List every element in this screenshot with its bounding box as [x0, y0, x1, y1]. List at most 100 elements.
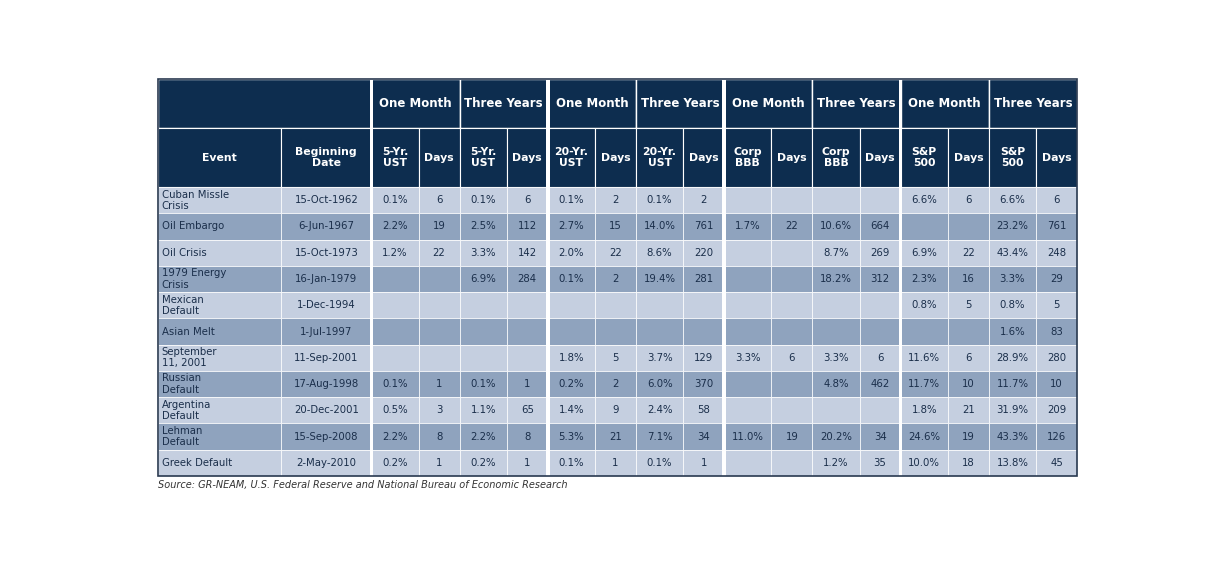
Bar: [371, 213, 418, 240]
Bar: [683, 371, 724, 397]
Bar: [1036, 213, 1077, 240]
Text: 43.3%: 43.3%: [997, 431, 1028, 442]
Text: 0.1%: 0.1%: [470, 195, 496, 205]
Text: 58: 58: [698, 406, 710, 415]
Bar: [683, 397, 724, 424]
Text: 16-Jan-1979: 16-Jan-1979: [295, 274, 358, 284]
Bar: [636, 424, 683, 450]
Text: Lehman
Default: Lehman Default: [161, 426, 202, 447]
Text: 280: 280: [1047, 352, 1066, 363]
Bar: [281, 292, 371, 318]
Text: 129: 129: [694, 352, 713, 363]
Text: 24.6%: 24.6%: [909, 431, 940, 442]
Text: 248: 248: [1047, 248, 1066, 258]
Bar: [507, 424, 548, 450]
Bar: [948, 187, 989, 213]
Text: 2: 2: [612, 274, 618, 284]
Bar: [724, 129, 771, 187]
Text: 20-Dec-2001: 20-Dec-2001: [294, 406, 359, 415]
Bar: [948, 129, 989, 187]
Text: 22: 22: [610, 248, 622, 258]
Bar: [724, 397, 771, 424]
Bar: [595, 371, 636, 397]
Bar: [370, 78, 374, 476]
Bar: [459, 345, 507, 371]
Text: Source: GR-NEAM, U.S. Federal Reserve and National Bureau of Economic Research: Source: GR-NEAM, U.S. Federal Reserve an…: [158, 481, 568, 490]
Bar: [900, 292, 948, 318]
Bar: [812, 450, 859, 476]
Bar: [595, 129, 636, 187]
Bar: [636, 129, 683, 187]
Bar: [548, 240, 595, 266]
Text: 0.5%: 0.5%: [382, 406, 407, 415]
Bar: [158, 240, 281, 266]
Bar: [812, 397, 859, 424]
Bar: [948, 424, 989, 450]
Bar: [636, 213, 683, 240]
Bar: [724, 319, 771, 345]
Bar: [1036, 187, 1077, 213]
Bar: [548, 397, 595, 424]
Bar: [989, 129, 1036, 187]
Bar: [548, 450, 595, 476]
Bar: [948, 213, 989, 240]
Bar: [900, 450, 948, 476]
Bar: [636, 187, 683, 213]
Text: 5: 5: [1053, 300, 1059, 310]
Text: 1: 1: [436, 379, 442, 389]
Text: Russian
Default: Russian Default: [161, 373, 201, 395]
Bar: [371, 240, 418, 266]
Bar: [418, 240, 459, 266]
Text: 22: 22: [433, 248, 446, 258]
Text: 1.1%: 1.1%: [470, 406, 496, 415]
Bar: [948, 319, 989, 345]
Text: 664: 664: [870, 222, 889, 231]
Bar: [900, 78, 989, 129]
Text: Three Years: Three Years: [817, 97, 895, 110]
Text: 209: 209: [1047, 406, 1066, 415]
Bar: [1036, 292, 1077, 318]
Bar: [158, 450, 281, 476]
Bar: [812, 129, 859, 187]
Text: 6: 6: [788, 352, 795, 363]
Bar: [900, 213, 948, 240]
Text: 34: 34: [698, 431, 710, 442]
Bar: [595, 292, 636, 318]
Text: 11.7%: 11.7%: [997, 379, 1028, 389]
Bar: [771, 187, 812, 213]
Text: 21: 21: [962, 406, 975, 415]
Bar: [900, 187, 948, 213]
Text: 126: 126: [1047, 431, 1066, 442]
Bar: [158, 319, 281, 345]
Text: 35: 35: [874, 458, 887, 468]
Bar: [812, 424, 859, 450]
Bar: [900, 129, 948, 187]
Bar: [1036, 240, 1077, 266]
Bar: [636, 450, 683, 476]
Text: 1: 1: [436, 458, 442, 468]
Bar: [371, 397, 418, 424]
Text: 2: 2: [612, 379, 618, 389]
Bar: [418, 424, 459, 450]
Bar: [418, 450, 459, 476]
Bar: [771, 129, 812, 187]
Bar: [595, 240, 636, 266]
Bar: [507, 450, 548, 476]
Text: 3.3%: 3.3%: [470, 248, 496, 258]
Bar: [507, 187, 548, 213]
Bar: [548, 78, 636, 129]
Bar: [371, 450, 418, 476]
Bar: [989, 371, 1036, 397]
Text: 3.3%: 3.3%: [735, 352, 760, 363]
Bar: [595, 345, 636, 371]
Text: 16: 16: [962, 274, 975, 284]
Text: 0.8%: 0.8%: [911, 300, 937, 310]
Text: Corp
BBB: Corp BBB: [734, 147, 762, 169]
Bar: [859, 424, 900, 450]
Text: 0.2%: 0.2%: [470, 458, 496, 468]
Text: 6.9%: 6.9%: [470, 274, 496, 284]
Bar: [158, 213, 281, 240]
Text: 21: 21: [610, 431, 622, 442]
Bar: [859, 345, 900, 371]
Text: Days: Days: [953, 153, 983, 163]
